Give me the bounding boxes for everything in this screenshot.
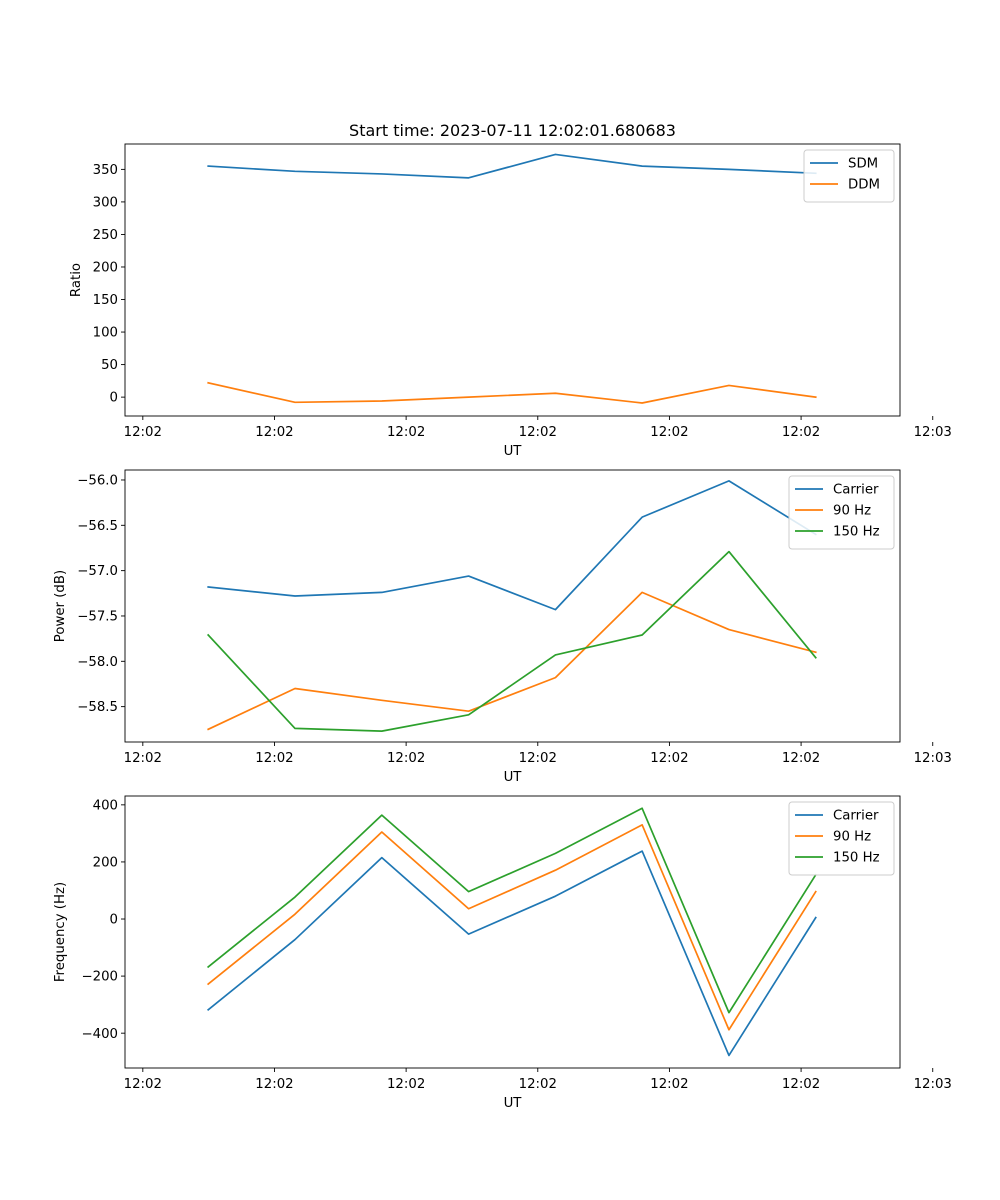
x-tick-label: 12:02	[124, 1077, 162, 1092]
legend-entry: 150 Hz	[833, 851, 880, 866]
x-tick-label: 12:02	[124, 425, 162, 440]
y-tick-label: −58.5	[77, 700, 118, 715]
x-tick-label: 12:02	[387, 425, 425, 440]
x-tick-label: 12:03	[914, 425, 952, 440]
chart-title: Start time: 2023-07-11 12:02:01.680683	[349, 121, 676, 140]
y-tick-label: 200	[93, 261, 118, 276]
ratio-panel: 0 50 100 150 200 250 300 350 12:02 12:02 12:02 12:0…	[69, 143, 952, 459]
y-tick-label: 200	[93, 856, 118, 871]
x-axis-label: UT	[504, 1096, 523, 1111]
axes-frame	[124, 469, 901, 743]
x-tick-label: 12:02	[650, 425, 688, 440]
series-line-sdm	[207, 153, 817, 179]
y-tick-label: 50	[101, 358, 118, 373]
legend-entry: Carrier	[833, 809, 879, 824]
legend-entry: 90 Hz	[833, 504, 871, 519]
series-line-90-hz	[207, 591, 817, 731]
series-line-150-hz	[206, 550, 817, 732]
x-tick-label: 12:02	[650, 751, 688, 766]
x-axis-label: UT	[504, 444, 523, 459]
x-tick-label: 12:03	[914, 1077, 952, 1092]
y-tick-label: −400	[81, 1027, 118, 1042]
y-tick-label: −56.5	[77, 519, 118, 534]
legend-entry: 90 Hz	[833, 830, 871, 845]
y-axis-label: Frequency (Hz)	[53, 882, 68, 982]
y-axis-label: Power (dB)	[53, 570, 68, 642]
x-tick-label: 12:02	[255, 751, 293, 766]
legend: Carrier 90 Hz 150 Hz	[788, 475, 895, 550]
axes-frame	[124, 143, 901, 417]
x-tick-label: 12:02	[782, 751, 820, 766]
y-tick-label: 0	[110, 391, 118, 406]
y-tick-label: 300	[93, 196, 118, 211]
x-axis-label: UT	[504, 770, 523, 785]
y-tick-label: −57.0	[77, 564, 118, 579]
series-line-ddm	[207, 381, 817, 404]
y-tick-label: −56.0	[77, 474, 118, 489]
power-panel: −58.5 −58.0 −57.5 −57.0 −56.5 −56.0 12:02 12:02…	[53, 469, 952, 785]
x-tick-label: 12:02	[124, 751, 162, 766]
legend-entry: DDM	[848, 178, 880, 193]
x-tick-label: 12:02	[782, 425, 820, 440]
y-axis-label: Ratio	[69, 263, 84, 297]
series-line-carrier	[207, 480, 817, 611]
x-tick-label: 12:02	[519, 1077, 557, 1092]
x-tick-label: 12:02	[519, 751, 557, 766]
y-tick-label: 150	[93, 293, 118, 308]
x-tick-label: 12:02	[387, 751, 425, 766]
x-tick-label: 12:02	[255, 1077, 293, 1092]
x-tick-label: 12:02	[519, 425, 557, 440]
axes-frame	[124, 795, 901, 1069]
legend: Carrier 90 Hz 150 Hz	[788, 801, 895, 876]
x-tick-label: 12:03	[914, 751, 952, 766]
series-line-90-hz	[207, 823, 817, 1031]
legend: SDM DDM	[803, 149, 895, 203]
series-line-150-hz	[207, 807, 817, 1014]
frequency-panel: −400 −200 0 200 400 12:02 12:02 12:02 12:02 12:02…	[53, 795, 952, 1111]
legend-entry: SDM	[848, 157, 878, 172]
y-tick-label: −200	[81, 970, 118, 985]
legend-entry: Carrier	[833, 483, 879, 498]
x-tick-label: 12:02	[387, 1077, 425, 1092]
panels: 0 50 100 150 200 250 300 350 12:02 12:02 12:02 12:0…	[53, 143, 952, 1111]
y-tick-label: 0	[110, 913, 118, 928]
y-tick-label: −58.0	[77, 655, 118, 670]
y-tick-label: 400	[93, 798, 118, 813]
y-tick-label: 250	[93, 228, 118, 243]
legend-entry: 150 Hz	[833, 525, 880, 540]
y-tick-label: 350	[93, 163, 118, 178]
x-tick-label: 12:02	[255, 425, 293, 440]
series-line-carrier	[207, 850, 817, 1057]
y-tick-label: −57.5	[77, 610, 118, 625]
y-tick-label: 100	[93, 326, 118, 341]
x-tick-label: 12:02	[782, 1077, 820, 1092]
x-tick-label: 12:02	[650, 1077, 688, 1092]
